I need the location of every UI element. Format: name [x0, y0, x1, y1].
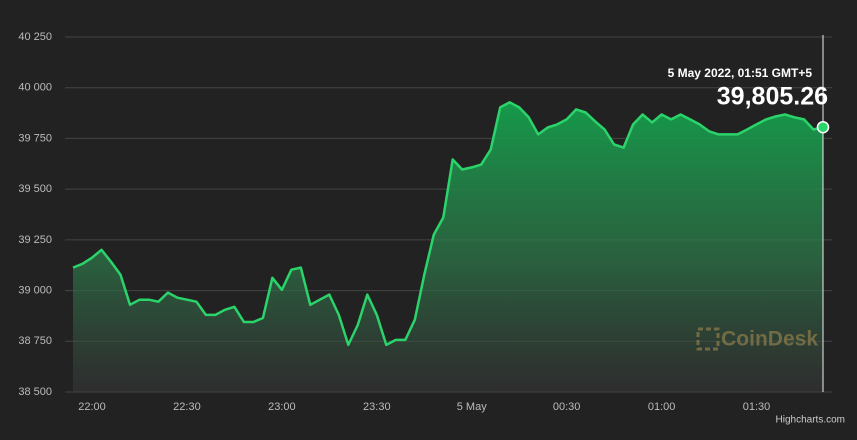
y-tick-label: 39 000 — [18, 284, 52, 296]
x-tick-label: 23:30 — [363, 401, 391, 413]
x-tick-label: 23:00 — [268, 401, 296, 413]
price-line — [72, 101, 824, 347]
watermark: CoinDesk — [721, 328, 818, 351]
hover-point — [816, 120, 830, 134]
x-tick-label: 01:30 — [743, 401, 771, 413]
grid: 38 500 38 750 39 000 39 250 39 500 39 750 40 0… — [18, 31, 832, 413]
y-tick-label: 39 500 — [18, 183, 52, 195]
y-tick-label: 40 000 — [18, 82, 52, 94]
watermark-logo — [696, 327, 720, 351]
y-tick-label: 40 250 — [18, 31, 52, 43]
y-tick-label: 39 750 — [18, 132, 52, 144]
y-tick-label: 39 250 — [18, 234, 52, 246]
x-tick-label: 22:30 — [173, 401, 201, 413]
credit: Highcharts.com — [776, 415, 845, 426]
x-tick-label: 01:00 — [648, 401, 676, 413]
x-tick-label: 5 May — [457, 401, 487, 413]
y-tick-label: 38 750 — [18, 335, 52, 347]
y-tick-label: 38 500 — [18, 386, 52, 398]
plot — [72, 35, 830, 392]
tooltip-value: 39,805.26 — [717, 83, 828, 111]
x-tick-label: 22:00 — [78, 401, 106, 413]
tooltip-date: 5 May 2022, 01:51 GMT+5 — [668, 66, 813, 80]
x-tick-label: 00:30 — [553, 401, 581, 413]
